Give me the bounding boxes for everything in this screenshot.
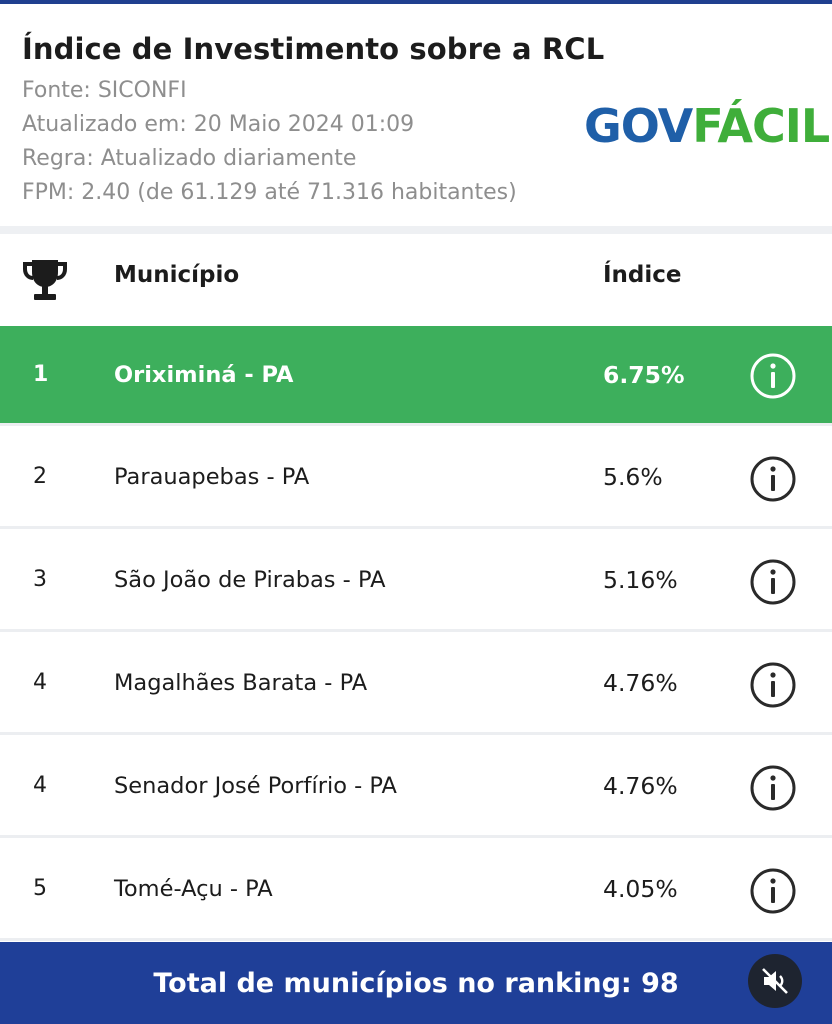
- footer-bar: Total de municípios no ranking: 98: [0, 942, 832, 1024]
- rank-number: 4: [33, 670, 47, 695]
- index-value: 4.05%: [603, 875, 678, 903]
- rank-number: 4: [33, 773, 47, 798]
- logo-part-gov: GOV: [584, 99, 693, 153]
- municipality-name: Oriximiná - PA: [114, 362, 294, 388]
- info-icon[interactable]: [749, 352, 797, 400]
- rank-number: 5: [33, 876, 47, 901]
- column-header-municipio: Município: [114, 262, 240, 288]
- mute-icon: [762, 968, 788, 994]
- govfacil-logo: GOVFÁCIL: [584, 96, 832, 156]
- header: Índice de Investimento sobre a RCL Fonte…: [0, 4, 832, 226]
- info-icon[interactable]: [749, 764, 797, 812]
- rank-number: 1: [33, 362, 49, 387]
- fpm-text: FPM: 2.40 (de 61.129 até 71.316 habitant…: [22, 180, 517, 205]
- municipality-name: Parauapebas - PA: [114, 464, 310, 490]
- municipality-name: Tomé-Açu - PA: [114, 876, 273, 902]
- index-value: 4.76%: [603, 772, 678, 800]
- index-value: 6.75%: [603, 361, 685, 389]
- index-value: 5.6%: [603, 463, 663, 491]
- trophy-icon: [23, 260, 67, 300]
- info-icon[interactable]: [749, 558, 797, 606]
- rule-text: Regra: Atualizado diariamente: [22, 146, 357, 171]
- table-row[interactable]: 2 Parauapebas - PA 5.6%: [0, 426, 832, 529]
- municipality-name: Senador José Porfírio - PA: [114, 773, 397, 799]
- ranking-list: 1 Oriximiná - PA 6.75% 2 Parauapebas - P…: [0, 326, 832, 941]
- table-row[interactable]: 1 Oriximiná - PA 6.75%: [0, 326, 832, 426]
- page-title: Índice de Investimento sobre a RCL: [22, 32, 605, 66]
- total-municipalities-text: Total de municípios no ranking: 98: [153, 968, 679, 999]
- updated-text: Atualizado em: 20 Maio 2024 01:09: [22, 112, 415, 137]
- municipality-name: Magalhães Barata - PA: [114, 670, 368, 696]
- rank-number: 2: [33, 464, 47, 489]
- municipality-name: São João de Pirabas - PA: [114, 567, 386, 593]
- info-icon[interactable]: [749, 455, 797, 503]
- index-value: 5.16%: [603, 566, 678, 594]
- info-icon[interactable]: [749, 867, 797, 915]
- logo-part-facil: FÁCIL: [692, 99, 830, 153]
- index-value: 4.76%: [603, 669, 678, 697]
- table-row[interactable]: 3 São João de Pirabas - PA 5.16%: [0, 529, 832, 632]
- column-header-indice: Índice: [603, 262, 682, 288]
- table-row[interactable]: 4 Magalhães Barata - PA 4.76%: [0, 632, 832, 735]
- info-icon[interactable]: [749, 661, 797, 709]
- source-text: Fonte: SICONFI: [22, 78, 187, 103]
- table-row[interactable]: 5 Tomé-Açu - PA 4.05%: [0, 838, 832, 941]
- table-header: Município Índice: [0, 234, 832, 326]
- separator: [0, 226, 832, 234]
- mute-button[interactable]: [748, 954, 802, 1008]
- table-row[interactable]: 4 Senador José Porfírio - PA 4.76%: [0, 735, 832, 838]
- rank-number: 3: [33, 567, 47, 592]
- top-rule: [0, 0, 832, 4]
